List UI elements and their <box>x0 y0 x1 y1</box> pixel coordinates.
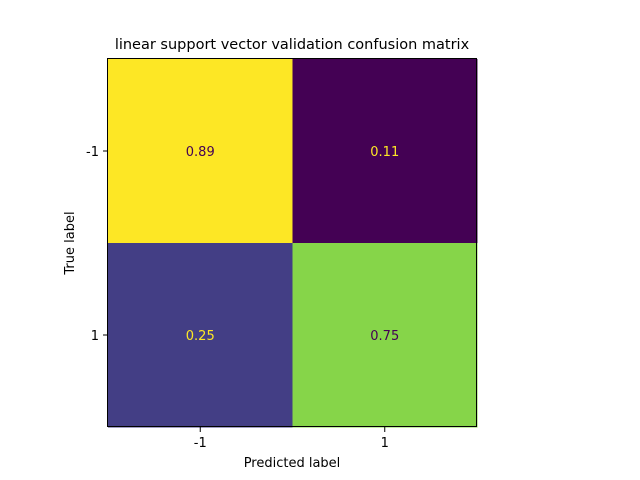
x-axis-label: Predicted label <box>244 456 341 471</box>
cell-value-label-r1-c1: 0.75 <box>370 329 399 344</box>
y-axis-label: True label <box>63 211 78 275</box>
x-tick-label-1: 1 <box>381 436 389 451</box>
heatmap-cell-r0-c0 <box>108 59 293 244</box>
cell-value-label-r0-c0: 0.89 <box>186 145 215 160</box>
heatmap-cell-r1-c0 <box>108 243 293 428</box>
heatmap-cell-r1-c1 <box>292 243 478 428</box>
y-tick-label-0: -1 <box>86 145 99 160</box>
x-axis-ticks: -1 1 <box>194 427 389 451</box>
heatmap-cells <box>108 59 478 428</box>
y-axis-ticks: -1 1 <box>86 145 108 344</box>
plot-frame <box>107 58 477 427</box>
x-tick-label-0: -1 <box>194 436 207 451</box>
heatmap-cell-r0-c1 <box>292 59 478 244</box>
cell-value-label-r0-c1: 0.11 <box>370 145 399 160</box>
cell-value-label-r1-c0: 0.25 <box>186 329 215 344</box>
chart-title: linear support vector validation confusi… <box>115 37 470 53</box>
y-tick-label-1: 1 <box>91 329 99 344</box>
heatmap-value-labels: 0.89 0.11 0.25 0.75 <box>186 145 399 344</box>
